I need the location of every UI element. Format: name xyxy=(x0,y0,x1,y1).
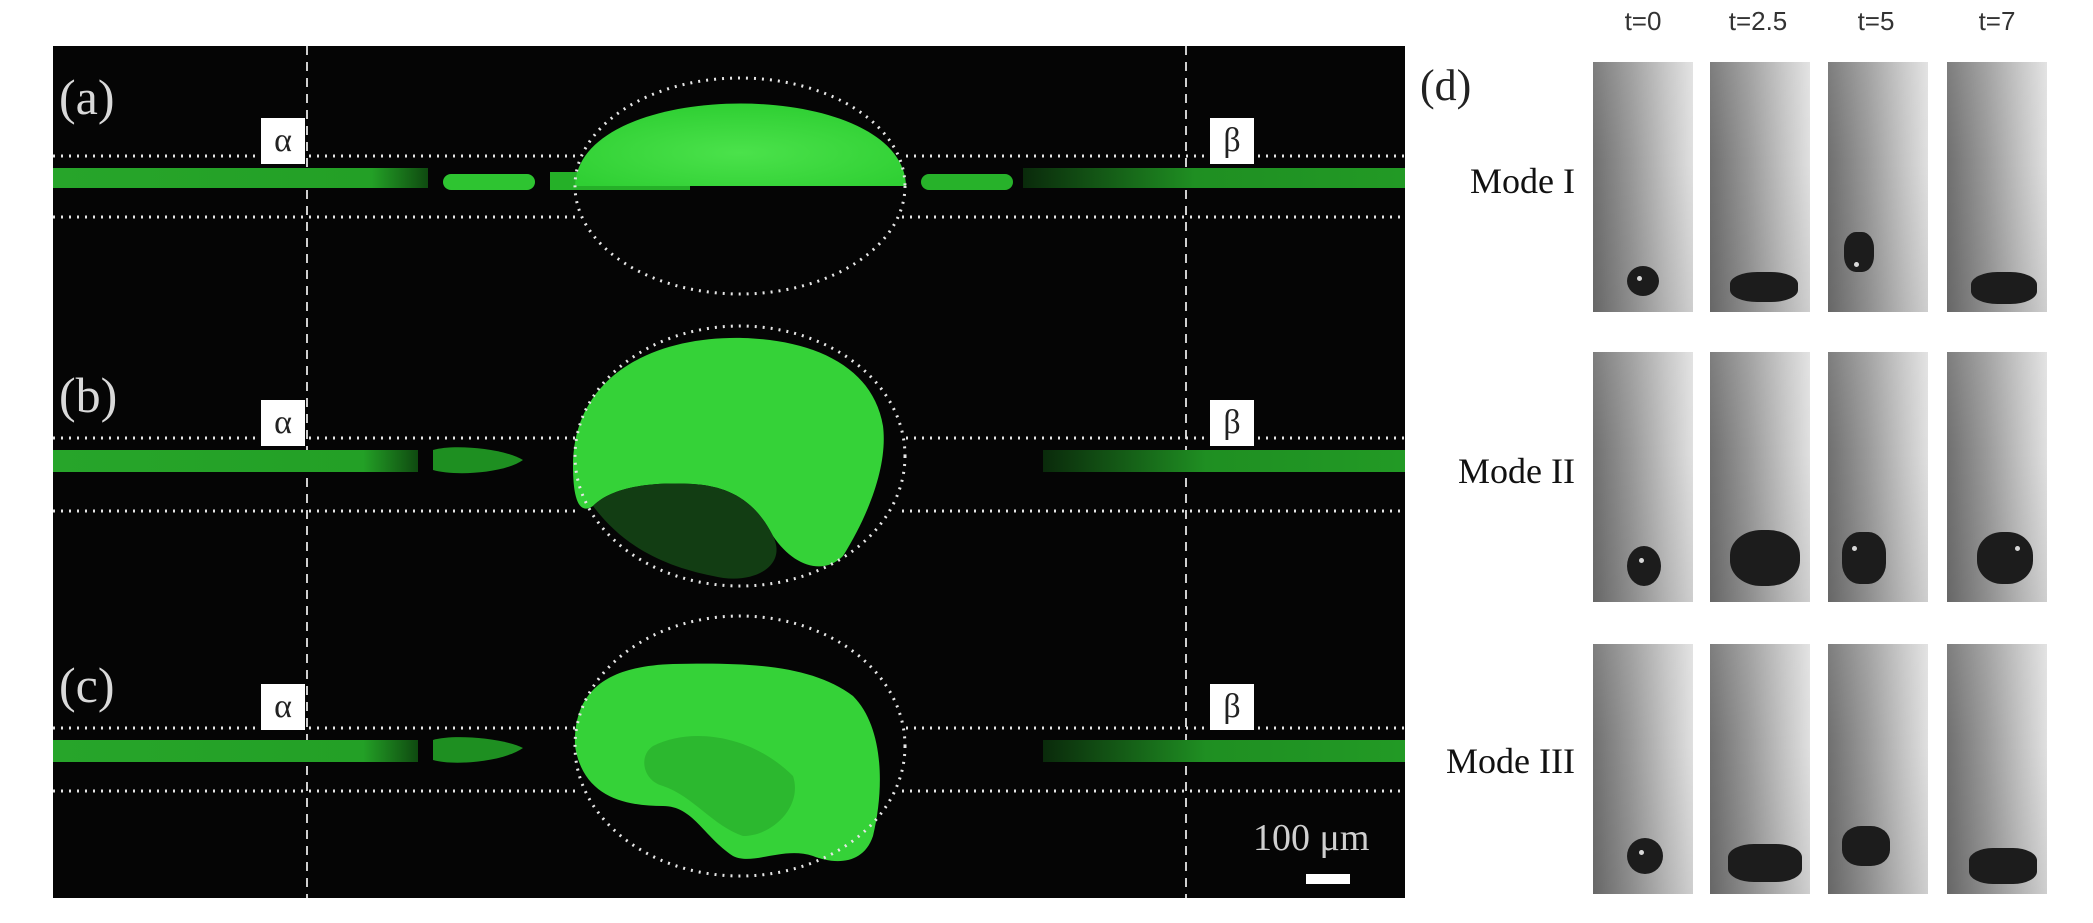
mode-label-1: Mode I xyxy=(1470,161,1575,201)
panel-tag-d: (d) xyxy=(1420,61,1472,110)
frame-mode3-t0 xyxy=(1593,644,1693,894)
frame-mode3-t2 xyxy=(1828,644,1928,894)
scale-bar xyxy=(1306,874,1350,884)
frame-mode1-t1 xyxy=(1710,62,1810,312)
channel-right-b xyxy=(1043,450,1405,472)
chamber-shadow-b xyxy=(593,483,777,579)
channel-left-a xyxy=(53,168,428,188)
frame-mode1-t0 xyxy=(1593,62,1693,312)
mode-label-3: Mode III xyxy=(1446,741,1575,781)
frame-mode1-t3 xyxy=(1947,62,2047,312)
frame-mode3-t3 xyxy=(1947,644,2047,894)
panel-tag-c: (c) xyxy=(59,657,115,713)
panel-a-drawing xyxy=(53,76,1405,296)
scale-bar-label: 100 μm xyxy=(1253,817,1370,859)
droplet-small-c xyxy=(433,737,523,763)
chamber-fill-a xyxy=(575,103,906,186)
panel-tag-a: (a) xyxy=(59,69,115,125)
droplet-small-a-left xyxy=(443,174,535,190)
droplet-small-a-right xyxy=(921,174,1013,190)
panel-b-drawing xyxy=(53,324,1405,588)
frame-mode2-t0 xyxy=(1593,352,1693,602)
frame-mode1-t2 xyxy=(1828,62,1928,312)
mode-label-2: Mode II xyxy=(1458,451,1575,491)
channel-left-c xyxy=(53,740,418,762)
alpha-label-b: α xyxy=(261,400,305,446)
time-label-0: t=0 xyxy=(1624,6,1662,36)
beta-label-b: β xyxy=(1210,400,1254,446)
chamber-mid-c xyxy=(644,736,795,836)
panel-c-drawing xyxy=(53,614,1405,878)
time-label-2: t=5 xyxy=(1857,6,1895,36)
droplet-small-b xyxy=(433,447,523,474)
frame-mode2-t2 xyxy=(1828,352,1928,602)
frame-mode3-t1 xyxy=(1710,644,1810,894)
beta-label-a: β xyxy=(1210,118,1254,164)
time-label-3: t=7 xyxy=(1978,6,2016,36)
channel-right-a xyxy=(1023,168,1405,188)
chamber-outline-b xyxy=(573,324,907,588)
chamber-fill-b xyxy=(573,337,884,567)
time-label-1: t=2.5 xyxy=(1728,6,1788,36)
fluorescence-panel: (a) α β (b) α β (c) α β 100 μm xyxy=(53,46,1405,898)
channel-right-c xyxy=(1043,740,1405,762)
panel-tag-b: (b) xyxy=(59,367,118,423)
channel-left-b xyxy=(53,450,418,472)
chamber-outline-a xyxy=(573,76,907,296)
frame-mode2-t1 xyxy=(1710,352,1810,602)
fluorescence-drawing xyxy=(53,46,1405,898)
beta-label-c: β xyxy=(1210,684,1254,730)
frame-mode2-t3 xyxy=(1947,352,2047,602)
alpha-label-c: α xyxy=(261,684,305,730)
chamber-outline-c xyxy=(573,614,907,878)
alpha-label-a: α xyxy=(261,118,305,164)
